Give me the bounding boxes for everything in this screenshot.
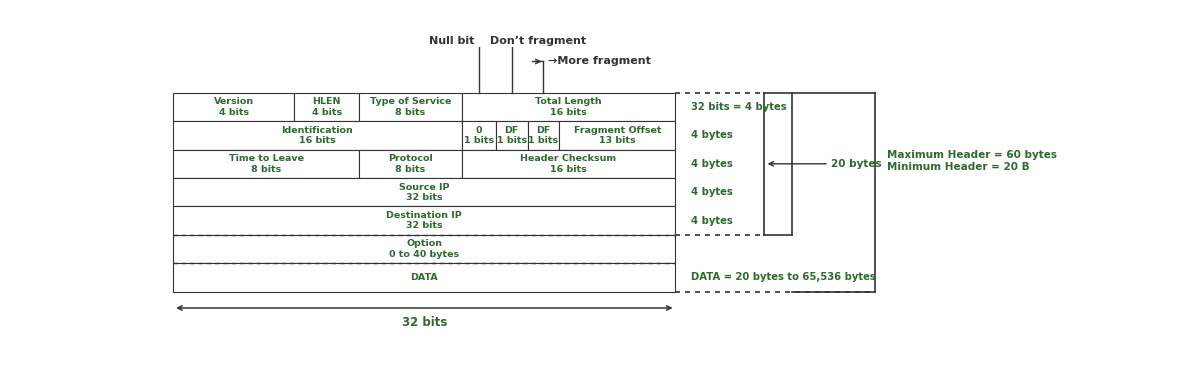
Bar	[462, 121, 496, 150]
Bar	[496, 121, 528, 150]
Text: Null bit: Null bit	[428, 36, 474, 45]
Text: Protocol
8 bits: Protocol 8 bits	[388, 154, 433, 173]
Bar	[294, 93, 359, 121]
Text: 32 bits = 4 bytes: 32 bits = 4 bytes	[691, 102, 787, 112]
Text: DATA: DATA	[410, 273, 438, 282]
Text: DF
1 bits: DF 1 bits	[528, 126, 558, 145]
Bar	[173, 121, 462, 150]
Bar	[359, 150, 462, 178]
Text: Time to Leave
8 bits: Time to Leave 8 bits	[229, 154, 304, 173]
Bar	[528, 121, 559, 150]
Text: 4 bytes: 4 bytes	[691, 159, 733, 169]
Bar	[173, 235, 676, 263]
Text: Option
0 to 40 bytes: Option 0 to 40 bytes	[389, 239, 460, 259]
Bar	[462, 150, 676, 178]
Text: 4 bytes: 4 bytes	[691, 216, 733, 225]
Text: 0
1 bits: 0 1 bits	[463, 126, 494, 145]
Text: DF
1 bits: DF 1 bits	[497, 126, 527, 145]
Text: 4 bytes: 4 bytes	[691, 187, 733, 197]
Text: DATA = 20 bytes to 65,536 bytes: DATA = 20 bytes to 65,536 bytes	[691, 272, 876, 282]
Text: Source IP
32 bits: Source IP 32 bits	[400, 182, 450, 202]
Text: →More fragment: →More fragment	[548, 57, 650, 66]
Text: Maximum Header = 60 bytes
Minimum Header = 20 B: Maximum Header = 60 bytes Minimum Header…	[887, 150, 1056, 171]
Text: 32 bits: 32 bits	[402, 316, 448, 329]
Text: Destination IP
32 bits: Destination IP 32 bits	[386, 211, 462, 230]
Text: Version
4 bits: Version 4 bits	[214, 97, 253, 117]
Text: 20 bytes: 20 bytes	[830, 159, 881, 169]
Text: HLEN
4 bits: HLEN 4 bits	[312, 97, 342, 117]
Bar	[173, 93, 294, 121]
Text: Fragment Offset
13 bits: Fragment Offset 13 bits	[574, 126, 661, 145]
Bar	[559, 121, 676, 150]
Text: 4 bytes: 4 bytes	[691, 130, 733, 140]
Text: Identification
16 bits: Identification 16 bits	[282, 126, 353, 145]
Text: Don’t fragment: Don’t fragment	[490, 36, 586, 45]
Text: Total Length
16 bits: Total Length 16 bits	[535, 97, 602, 117]
Text: Type of Service
8 bits: Type of Service 8 bits	[370, 97, 451, 117]
Bar	[173, 263, 676, 291]
Bar	[359, 93, 462, 121]
Bar	[173, 150, 359, 178]
Bar	[173, 178, 676, 206]
Text: Header Checksum
16 bits: Header Checksum 16 bits	[521, 154, 617, 173]
Bar	[462, 93, 676, 121]
Bar	[173, 206, 676, 235]
